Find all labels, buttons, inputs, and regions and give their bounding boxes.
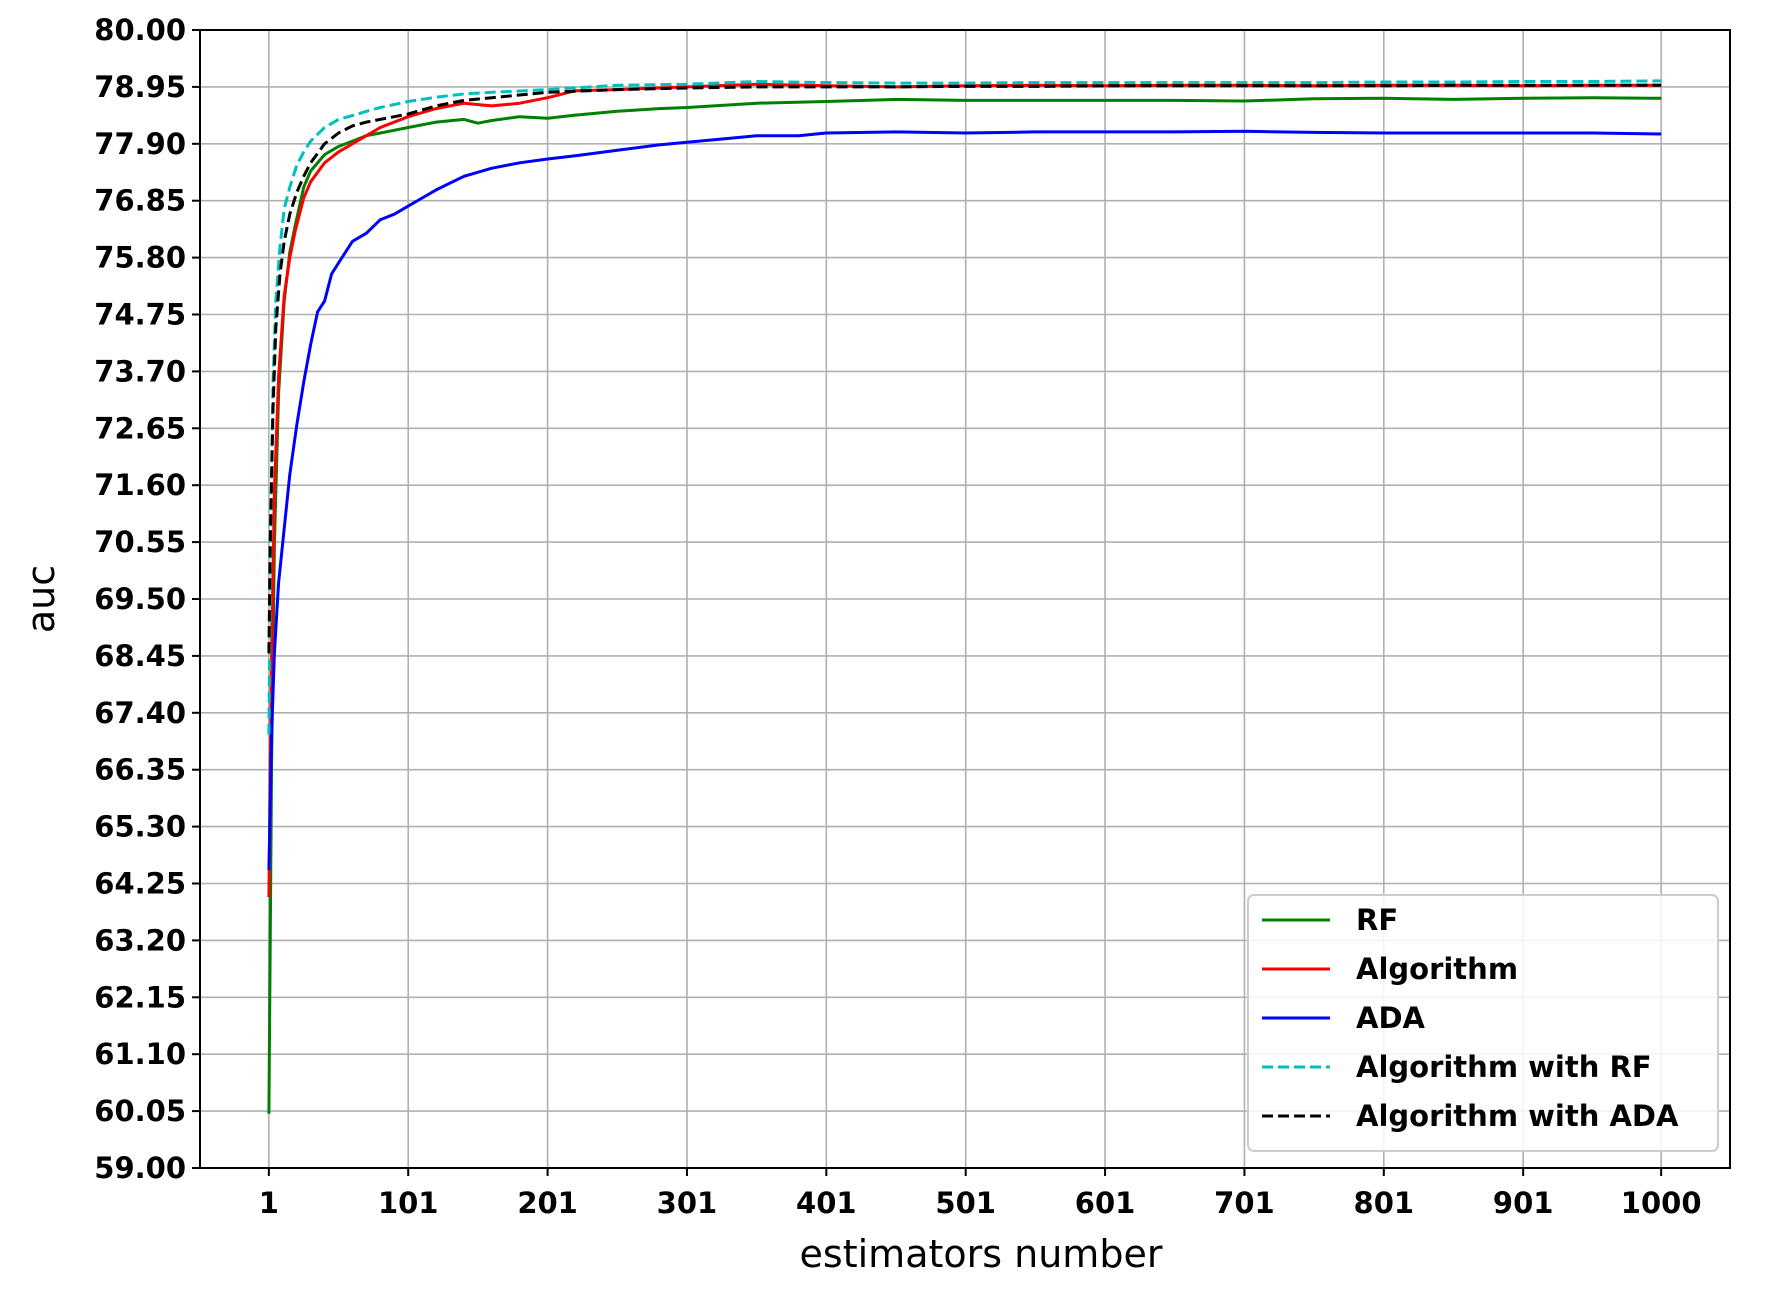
series-lines (267, 79, 1662, 1114)
series-line-ada (267, 129, 1662, 871)
legend-label: Algorithm with RF (1356, 1050, 1652, 1084)
x-tick-label: 501 (935, 1186, 996, 1220)
y-tick-label: 62.15 (94, 980, 186, 1014)
x-tick-label: 401 (796, 1186, 857, 1220)
legend: RF Algorithm ADA Algorithm with RF Algorithm… (1247, 894, 1719, 1152)
x-tick-label: 901 (1493, 1186, 1554, 1220)
x-tick-label: 1000 (1621, 1186, 1702, 1220)
legend-box (1247, 894, 1719, 1152)
y-tick-label: 67.40 (94, 696, 186, 730)
y-tick-label: 72.65 (94, 411, 186, 445)
y-tick-label: 66.35 (94, 753, 186, 787)
y-tick-label: 68.45 (94, 639, 186, 673)
x-tick-label: 801 (1354, 1186, 1415, 1220)
y-tick-label: 75.80 (94, 241, 186, 275)
y-tick-label: 78.95 (94, 70, 186, 104)
legend-label: RF (1356, 903, 1398, 937)
legend-label: Algorithm with ADA (1356, 1099, 1679, 1133)
y-tick-label: 71.60 (94, 468, 186, 502)
x-tick-label: 1 (259, 1186, 279, 1220)
y-axis-title: auc (19, 565, 63, 633)
y-tick-label: 70.55 (94, 525, 186, 559)
y-tick-label: 61.10 (94, 1037, 186, 1071)
legend-label: Algorithm (1356, 952, 1518, 986)
series-line-algorithm-with-ada (267, 83, 1662, 654)
x-tick-label: 701 (1214, 1186, 1275, 1220)
y-tick-label: 76.85 (94, 184, 186, 218)
x-tick-label: 101 (378, 1186, 439, 1220)
y-tick-label: 59.00 (94, 1151, 186, 1185)
x-axis-title: estimators number (800, 1232, 1163, 1276)
y-tick-label: 64.25 (94, 867, 186, 901)
y-tick-label: 74.75 (94, 298, 186, 332)
y-tick-label: 69.50 (94, 582, 186, 616)
series-line-rf (267, 96, 1662, 1114)
y-tick-label: 63.20 (94, 923, 186, 957)
y-tick-label: 73.70 (94, 354, 186, 388)
x-tick-label: 301 (657, 1186, 718, 1220)
y-tick-label: 60.05 (94, 1094, 186, 1128)
x-tick-label: 601 (1075, 1186, 1136, 1220)
axis-ticks: 1 101 201 301 401 501 601 701 801 901 1000 59.00 60.… (94, 13, 1701, 1220)
y-tick-label: 80.00 (94, 13, 186, 47)
x-tick-label: 201 (517, 1186, 578, 1220)
series-line-algorithm-with-rf (267, 79, 1662, 735)
y-tick-label: 65.30 (94, 810, 186, 844)
y-tick-label: 77.90 (94, 127, 186, 161)
legend-label: ADA (1356, 1001, 1426, 1035)
